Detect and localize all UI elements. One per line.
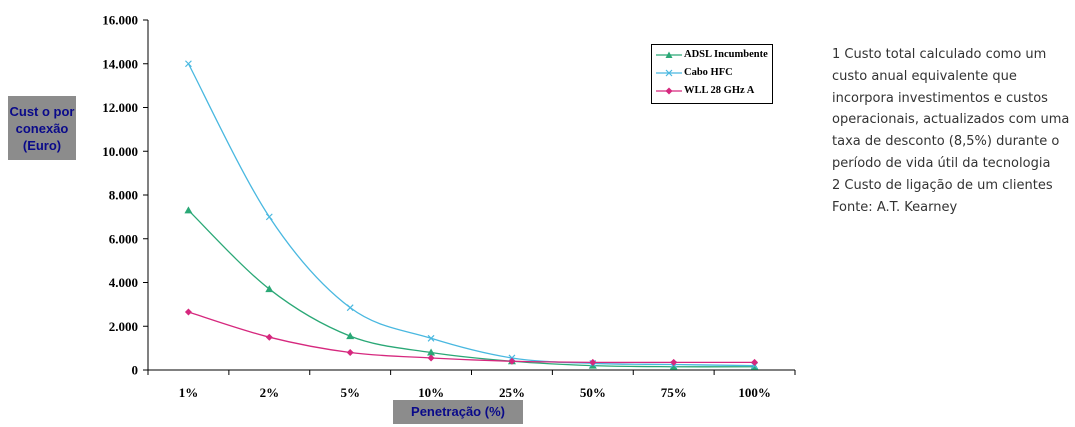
legend-label-wll: WLL 28 GHz A xyxy=(684,85,755,96)
data-point-x xyxy=(265,213,273,221)
y-tick-label: 8.000 xyxy=(109,188,138,203)
x-tick-label: 75% xyxy=(661,385,687,400)
source-note: Fonte: A.T. Kearney xyxy=(832,199,958,215)
x-tick-label: 2% xyxy=(260,385,280,400)
data-point-diamond xyxy=(751,358,759,366)
legend-label-cabo: Cabo HFC xyxy=(684,67,733,78)
y-tick-label: 10.000 xyxy=(102,144,138,159)
data-point-diamond xyxy=(670,358,678,366)
legend-marker-wll xyxy=(656,87,682,94)
data-point-diamond xyxy=(265,333,273,341)
line-chart: 0 2.000 4.000 6.000 8.000 10.000 12.000 14.000 1… xyxy=(102,13,796,400)
series-line-0 xyxy=(187,209,755,368)
data-point-x xyxy=(346,304,354,312)
data-point-triangle xyxy=(346,332,355,340)
legend-label-adsl: ADSL Incumbente xyxy=(684,49,768,60)
series-line-2 xyxy=(188,311,755,364)
x-tick-label: 5% xyxy=(340,385,360,400)
data-point-x xyxy=(185,60,192,68)
footnotes: 1 Custo total calculado como um custo an… xyxy=(832,44,1072,218)
y-tick-label: 0 xyxy=(132,363,139,378)
data-point-diamond xyxy=(427,354,435,362)
footnote-1: 1 Custo total calculado como um custo an… xyxy=(832,47,1070,171)
series-line-1 xyxy=(187,63,755,367)
x-tick-label: 50% xyxy=(580,385,606,400)
legend-marker-cabo xyxy=(656,69,682,76)
data-point-diamond xyxy=(184,308,192,316)
y-tick-label: 12.000 xyxy=(102,100,138,115)
x-tick-label: 25% xyxy=(499,385,525,400)
chart-legend: ADSL Incumbente Cabo HFC WLL 28 GHz A xyxy=(651,44,773,104)
y-tick-label: 2.000 xyxy=(109,319,138,334)
data-point-diamond xyxy=(346,349,354,356)
y-tick-label: 16.000 xyxy=(102,13,138,28)
data-point-diamond xyxy=(508,357,516,365)
y-tick-label: 14.000 xyxy=(102,56,138,71)
legend-item-adsl: ADSL Incumbente xyxy=(656,49,768,60)
footnote-2: 2 Custo de ligação de um clientes xyxy=(832,177,1053,193)
legend-marker-adsl xyxy=(656,51,682,58)
data-point-diamond xyxy=(589,358,597,366)
y-axis-label: Cust o por conexão (Euro) xyxy=(8,96,76,160)
y-tick-label: 4.000 xyxy=(109,275,138,290)
data-point-triangle xyxy=(669,362,678,370)
legend-item-cabo: Cabo HFC xyxy=(656,67,733,78)
x-tick-label: 100% xyxy=(738,385,771,400)
y-tick-label: 6.000 xyxy=(109,231,138,246)
data-point-triangle xyxy=(265,285,274,293)
x-tick-label: 10% xyxy=(418,385,444,400)
data-point-x xyxy=(427,334,435,342)
x-tick-label: 1% xyxy=(179,385,199,400)
x-axis-label: Penetração (%) xyxy=(393,400,523,424)
data-point-triangle xyxy=(184,206,193,214)
data-point-triangle xyxy=(427,348,436,356)
legend-item-wll: WLL 28 GHz A xyxy=(656,85,754,96)
